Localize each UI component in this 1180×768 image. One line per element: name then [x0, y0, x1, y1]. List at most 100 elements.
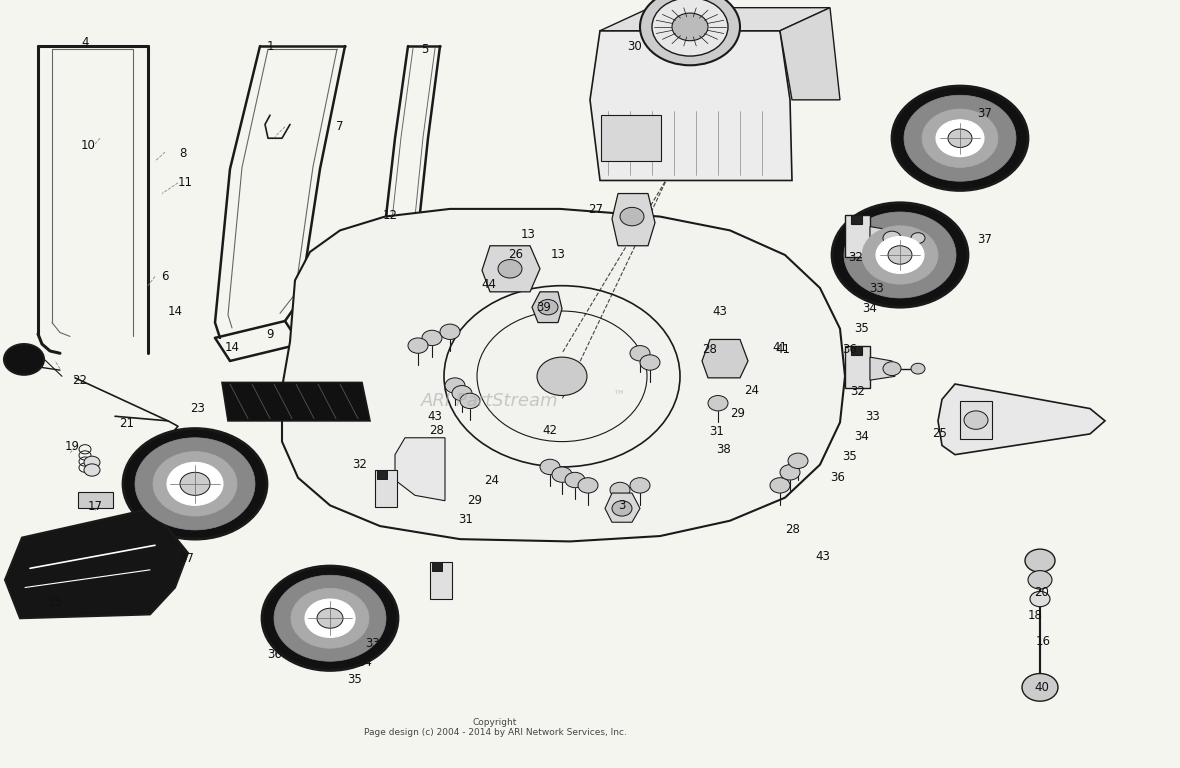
Circle shape: [889, 246, 912, 264]
Text: 29: 29: [467, 495, 483, 507]
Text: 32: 32: [848, 251, 864, 263]
Text: 37: 37: [179, 552, 195, 564]
Circle shape: [936, 120, 984, 157]
Text: 19: 19: [65, 441, 79, 453]
Circle shape: [262, 566, 398, 670]
Text: 27: 27: [589, 204, 603, 216]
Text: 25: 25: [932, 428, 948, 440]
Circle shape: [1025, 549, 1055, 572]
Polygon shape: [282, 209, 845, 541]
Circle shape: [708, 396, 728, 411]
Circle shape: [578, 478, 598, 493]
Circle shape: [948, 129, 972, 147]
Polygon shape: [870, 227, 894, 250]
Text: 8: 8: [179, 147, 186, 160]
Polygon shape: [5, 508, 188, 618]
Bar: [601, 115, 661, 161]
Text: 3: 3: [618, 499, 625, 511]
Circle shape: [771, 478, 789, 493]
Text: 7: 7: [336, 121, 343, 133]
Text: 10: 10: [80, 140, 96, 152]
Text: 2: 2: [14, 351, 21, 363]
Circle shape: [610, 482, 630, 498]
Circle shape: [181, 472, 210, 495]
Text: 28: 28: [702, 343, 717, 356]
Circle shape: [883, 231, 902, 245]
Text: 14: 14: [168, 305, 183, 317]
Text: 23: 23: [190, 402, 205, 415]
Circle shape: [153, 452, 237, 516]
Text: 43: 43: [713, 305, 727, 317]
Text: 29: 29: [730, 407, 746, 419]
Circle shape: [135, 438, 255, 530]
Text: 6: 6: [162, 270, 169, 283]
Circle shape: [630, 346, 650, 361]
Polygon shape: [599, 8, 830, 31]
Text: 43: 43: [815, 551, 831, 563]
Text: 22: 22: [72, 374, 87, 386]
Circle shape: [460, 393, 480, 409]
Circle shape: [84, 464, 100, 476]
Text: 37: 37: [977, 108, 992, 120]
Text: 26: 26: [509, 249, 524, 261]
Text: 12: 12: [382, 209, 398, 221]
Circle shape: [1030, 591, 1050, 607]
Circle shape: [291, 588, 369, 648]
Polygon shape: [870, 357, 894, 380]
Text: 17: 17: [87, 501, 103, 513]
Polygon shape: [851, 215, 863, 224]
Circle shape: [4, 344, 44, 375]
Circle shape: [274, 575, 386, 661]
Circle shape: [653, 0, 728, 56]
Polygon shape: [845, 215, 870, 257]
Polygon shape: [590, 31, 792, 180]
Circle shape: [565, 472, 585, 488]
Circle shape: [640, 0, 740, 65]
Bar: [78, 492, 113, 508]
Polygon shape: [395, 438, 445, 501]
Circle shape: [408, 338, 428, 353]
Text: 40: 40: [1035, 681, 1049, 694]
Circle shape: [911, 363, 925, 374]
Circle shape: [964, 411, 988, 429]
Text: 33: 33: [366, 637, 380, 650]
Polygon shape: [432, 562, 442, 571]
Text: 36: 36: [268, 648, 282, 660]
Text: 9: 9: [267, 328, 274, 340]
Circle shape: [863, 226, 938, 284]
Circle shape: [84, 456, 100, 468]
Polygon shape: [702, 339, 748, 378]
Polygon shape: [481, 246, 540, 292]
Text: 30: 30: [628, 40, 642, 52]
Text: ARI PartStream: ARI PartStream: [421, 392, 559, 410]
Circle shape: [844, 212, 956, 298]
Circle shape: [168, 462, 223, 505]
Text: 43: 43: [427, 410, 442, 422]
Circle shape: [780, 465, 800, 480]
Text: 42: 42: [543, 424, 557, 436]
Text: 21: 21: [119, 418, 135, 430]
Text: 35: 35: [843, 451, 858, 463]
Polygon shape: [605, 493, 640, 522]
Circle shape: [876, 237, 924, 273]
Text: 24: 24: [745, 384, 760, 396]
Text: 4: 4: [81, 36, 88, 48]
Text: 34: 34: [863, 303, 878, 315]
Text: 38: 38: [716, 443, 732, 455]
Text: 18: 18: [1028, 610, 1042, 622]
Text: 35: 35: [348, 674, 362, 686]
Circle shape: [538, 300, 558, 315]
Text: 33: 33: [870, 282, 884, 294]
Text: 41: 41: [773, 341, 787, 353]
Text: 39: 39: [537, 301, 551, 313]
Circle shape: [123, 429, 267, 539]
Text: 36: 36: [843, 343, 858, 356]
Polygon shape: [612, 194, 655, 246]
Text: 34: 34: [358, 656, 373, 668]
Text: 28: 28: [430, 424, 445, 436]
Circle shape: [317, 608, 343, 628]
Text: 36: 36: [831, 472, 845, 484]
Text: 11: 11: [177, 177, 192, 189]
Text: Copyright
Page design (c) 2004 - 2014 by ARI Network Services, Inc.: Copyright Page design (c) 2004 - 2014 by…: [363, 718, 627, 737]
Text: 16: 16: [1036, 635, 1050, 647]
